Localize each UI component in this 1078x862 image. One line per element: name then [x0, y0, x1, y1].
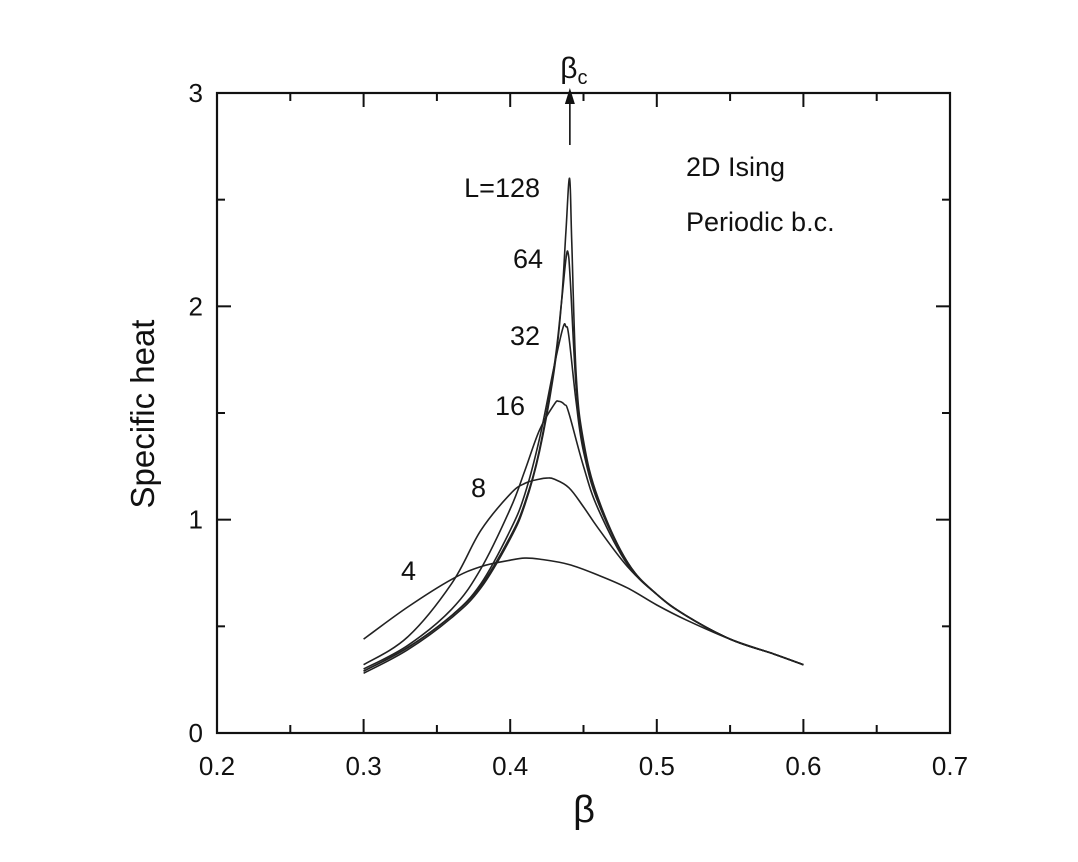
x-axis-label: β: [573, 789, 595, 831]
plot-frame: [215, 91, 952, 735]
x-tick-label: 0.7: [932, 751, 968, 781]
y-tick-label: 3: [189, 78, 203, 108]
ticks-layer: [216, 92, 951, 734]
series-line-4: [363, 250, 804, 672]
y-tick-label: 1: [189, 505, 203, 535]
series-label: 4: [401, 556, 416, 586]
x-tick-label: 0.2: [199, 751, 235, 781]
x-tick-label: 0.5: [639, 751, 675, 781]
x-tick-label: 0.6: [785, 751, 821, 781]
y-tick-label: 2: [189, 291, 203, 321]
x-tick-label: 0.4: [492, 751, 528, 781]
y-axis-label: Specific heat: [124, 320, 161, 509]
curves-layer: [363, 177, 804, 674]
boundary-annotation: Periodic b.c.: [686, 207, 835, 237]
series-label: 16: [495, 391, 525, 421]
critical-arrow-head: [564, 88, 575, 104]
series-line-3: [363, 323, 804, 672]
model-annotation: 2D Ising: [686, 152, 785, 182]
series-label: 64: [513, 244, 543, 274]
critical-point-marker: βc: [560, 52, 587, 145]
y-tick-label: 0: [189, 718, 203, 748]
series-label: 8: [471, 473, 486, 503]
critical-beta-subscript: c: [577, 67, 587, 89]
series-label: L=128: [464, 173, 540, 203]
critical-beta-base: β: [560, 52, 577, 85]
series-line-5: [363, 177, 804, 674]
series-line-0: [363, 557, 804, 666]
series-label: 32: [510, 321, 540, 351]
series-labels-layer: 4 8 16 32 64 L=128: [401, 173, 543, 586]
x-tick-label: 0.3: [346, 751, 382, 781]
tick-labels-layer: 0.2 0.3 0.4 0.5 0.6 0.7 0 1 2 3: [189, 78, 969, 781]
critical-beta-label: βc: [560, 52, 587, 89]
series-line-1: [363, 477, 804, 666]
